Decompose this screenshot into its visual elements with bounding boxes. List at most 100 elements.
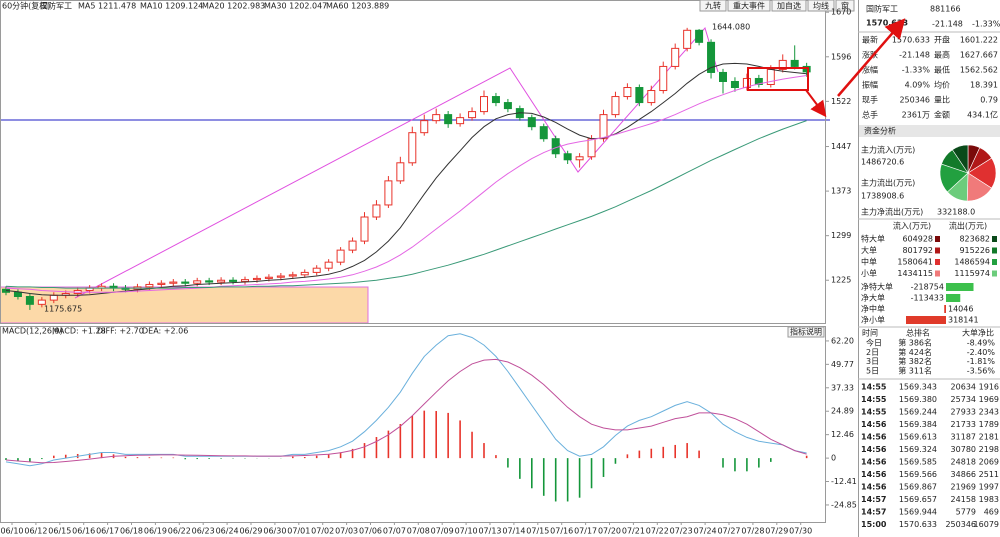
x-tick-label: 06/15 bbox=[48, 527, 71, 536]
trade-cell: 1569.343 bbox=[899, 383, 937, 392]
flow-label: 特大单 bbox=[861, 234, 885, 244]
candle-body bbox=[802, 65, 811, 73]
candle-body bbox=[707, 41, 716, 73]
x-tick-label: 07/30 bbox=[789, 527, 812, 536]
x-tick-label: 07/02 bbox=[311, 527, 334, 536]
trade-cell: 14:56 bbox=[861, 483, 887, 492]
highlight-box bbox=[0, 286, 369, 324]
toolbar-button-label[interactable]: 九转 bbox=[705, 1, 721, 11]
quote-label: 涨幅 bbox=[862, 65, 878, 75]
candle-body bbox=[683, 29, 692, 49]
trade-cell: 1916 bbox=[979, 383, 999, 392]
candle-body bbox=[348, 240, 357, 251]
candle-body bbox=[25, 296, 34, 305]
macd-frame bbox=[0, 326, 826, 523]
stock-name: 国防军工 bbox=[866, 4, 898, 14]
quote-label: 均价 bbox=[934, 80, 950, 90]
trade-cell: 1569.566 bbox=[899, 470, 937, 479]
pie-slice bbox=[951, 144, 969, 174]
flow-in-swatch bbox=[935, 247, 940, 254]
candle-body bbox=[408, 132, 417, 164]
flow-out-swatch bbox=[992, 259, 997, 265]
flow-out: 915226 bbox=[959, 246, 990, 255]
rank-cell: -8.49% bbox=[967, 339, 996, 348]
toolbar-button-label[interactable]: 窗 bbox=[841, 1, 849, 11]
trade-cell: 16079 bbox=[974, 520, 999, 529]
indicator-button-label[interactable]: 指标说明 bbox=[790, 327, 822, 337]
x-tick-label: 06/29 bbox=[239, 527, 262, 536]
toolbar-button[interactable] bbox=[835, 0, 855, 12]
rank-cell: -3.56% bbox=[967, 366, 996, 375]
y-tick-label: -12.41 bbox=[831, 477, 857, 486]
legend-entry: MA10 1209.124 bbox=[140, 2, 203, 11]
trade-cell: 2198 bbox=[979, 445, 999, 454]
toolbar-button-label[interactable]: 加自选 bbox=[777, 1, 801, 11]
candle-body bbox=[49, 294, 58, 301]
net-value: -113433 bbox=[911, 294, 944, 303]
y-tick-label: 1373 bbox=[831, 187, 851, 196]
toolbar-button[interactable] bbox=[727, 0, 771, 12]
x-tick-label: 07/14 bbox=[502, 527, 525, 536]
legend-entry: DEA: +2.06 bbox=[142, 327, 188, 336]
candle-body bbox=[563, 153, 572, 161]
quote-value: 434.1亿 bbox=[967, 110, 998, 120]
indicator-button[interactable] bbox=[787, 326, 825, 338]
flow-out-swatch bbox=[992, 247, 997, 254]
quote-label: 开盘 bbox=[934, 35, 950, 45]
toolbar-button[interactable] bbox=[699, 0, 727, 12]
legend-entry: MA20 1202.983 bbox=[202, 2, 265, 11]
x-tick-label: 06/12 bbox=[24, 527, 47, 536]
candle-body bbox=[13, 291, 22, 297]
trade-cell: 1969 bbox=[979, 395, 999, 404]
flow-out: 823682 bbox=[959, 235, 990, 244]
rank-cell: 第 311名 bbox=[898, 365, 932, 375]
flow-label: 大单 bbox=[861, 245, 877, 255]
candle-body bbox=[539, 126, 548, 140]
toolbar-button-label[interactable]: 重大事件 bbox=[733, 1, 765, 11]
line-series bbox=[5, 75, 807, 293]
toolbar-button[interactable] bbox=[807, 0, 835, 12]
net-bar bbox=[946, 283, 974, 291]
flow-in: 801792 bbox=[902, 246, 933, 255]
net-bar bbox=[906, 316, 946, 324]
quote-value: 250346 bbox=[899, 96, 930, 105]
x-tick-label: 06/24 bbox=[216, 527, 239, 536]
quote-value: 2361万 bbox=[902, 111, 930, 120]
net-value: 14046 bbox=[948, 305, 973, 314]
flow-in: 604928 bbox=[902, 235, 933, 244]
trade-cell: 1997 bbox=[979, 483, 999, 492]
fund-value: 1738908.6 bbox=[861, 192, 904, 201]
candle-body bbox=[145, 283, 154, 288]
candle-body bbox=[754, 77, 763, 85]
annotation: 1644.080 bbox=[712, 23, 750, 32]
toolbar-button[interactable] bbox=[771, 0, 807, 12]
trade-cell: 20634 bbox=[951, 383, 976, 392]
candle-body bbox=[599, 114, 608, 140]
candle-body bbox=[575, 156, 584, 161]
candle-body bbox=[157, 282, 166, 285]
trade-cell: 15:00 bbox=[861, 520, 887, 529]
candle-body bbox=[384, 180, 393, 206]
price-change: -21.148 bbox=[932, 20, 963, 29]
flow-out: 1486594 bbox=[954, 258, 990, 267]
candle-body bbox=[611, 96, 620, 116]
x-tick-label: 07/20 bbox=[598, 527, 621, 536]
candle-body bbox=[241, 279, 249, 282]
tab-label[interactable]: 资金分析 bbox=[864, 126, 896, 136]
trade-cell: 21733 bbox=[951, 420, 976, 429]
y-tick-label: -24.85 bbox=[831, 500, 857, 509]
trade-cell: 1569.324 bbox=[899, 445, 937, 454]
y-tick-label: 1670 bbox=[831, 8, 851, 17]
net-value: -218754 bbox=[911, 283, 944, 292]
tab-bar bbox=[859, 125, 1000, 137]
rank-cell: 第 424名 bbox=[898, 347, 932, 357]
candle-body bbox=[169, 281, 178, 284]
flow-header: 流入(万元) bbox=[893, 221, 931, 231]
candle-body bbox=[336, 249, 345, 263]
x-tick-label: 07/13 bbox=[478, 527, 501, 536]
stock-code: 881166 bbox=[930, 5, 961, 14]
toolbar-button-label[interactable]: 均线 bbox=[813, 1, 829, 11]
x-tick-label: 07/01 bbox=[287, 527, 310, 536]
flow-header: 流出(万元) bbox=[949, 221, 987, 231]
